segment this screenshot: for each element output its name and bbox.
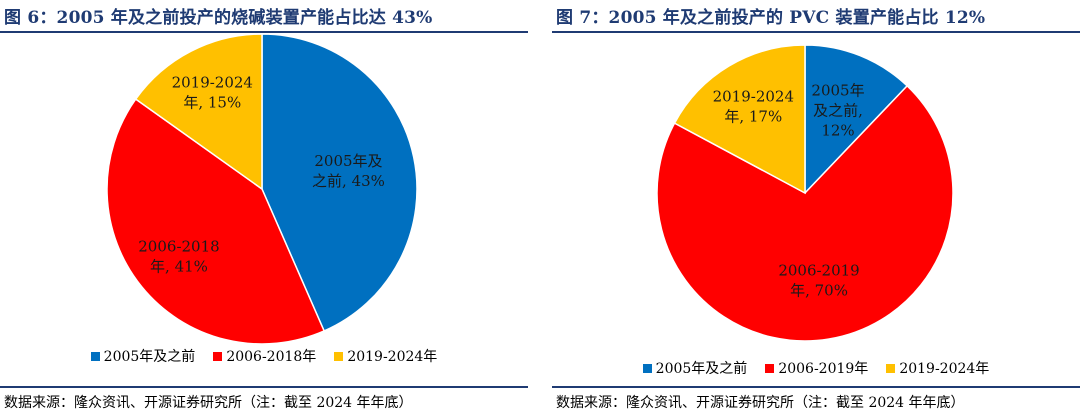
legend-swatch [642, 363, 652, 373]
figure-6-title: 图 6：2005 年及之前投产的烧碱装置产能占比达 43% [4, 8, 433, 28]
legend-swatch [886, 363, 896, 373]
data-label-2005: 2005年及之前, 12% [811, 82, 864, 140]
title-rule [552, 31, 1080, 33]
legend-label: 2006-2019年 [778, 361, 869, 377]
data-label-2019-2024: 2019-2024 年, 17% [713, 88, 794, 126]
legend-swatch [213, 351, 223, 361]
data-label-2005: 2005年及之前, 43% [312, 152, 385, 190]
figure-6-panel: 图 6：2005 年及之前投产的烧碱装置产能占比达 43% 2005年及之前, … [0, 0, 528, 416]
legend-label: 2005年及之前 [103, 349, 196, 365]
legend-swatch [334, 351, 344, 361]
legend-item-2019-2024: 2019-2024年 [886, 358, 989, 378]
pie-slice-2005 [261, 33, 418, 332]
figure-7-title: 图 7：2005 年及之前投产的 PVC 装置产能占比 12% [556, 8, 986, 28]
legend-item-2006-2018: 2006-2018年 [213, 346, 316, 366]
legend-item-2005: 2005年及之前 [90, 346, 196, 366]
legend-item-2005: 2005年及之前 [642, 358, 748, 378]
data-label-2019-2024: 2019-2024 年, 15% [172, 74, 253, 112]
legend-label: 2005年及之前 [655, 361, 748, 377]
legend-item-2006-2019: 2006-2019年 [765, 358, 868, 378]
pie-slice-2019-2024 [673, 44, 806, 195]
pie-chart-figure-6: 2005年及之前, 43% 2006-2018 年, 41% 2019-2024 年, … [106, 33, 418, 345]
pie-slice-2005 [804, 44, 909, 195]
source-rule [0, 386, 528, 388]
figure-7-panel: 图 7：2005 年及之前投产的 PVC 装置产能占比 12% 2005年及之前… [552, 0, 1080, 416]
legend-swatch [90, 351, 100, 361]
pie-slice-2006-2019 [656, 84, 954, 342]
pie-slice-2006-2018 [106, 98, 326, 345]
legend-item-2019-2024: 2019-2024年 [334, 346, 437, 366]
pie-slice-2019-2024 [134, 33, 263, 191]
legend-figure-7: 2005年及之前 2006-2019年 2019-2024年 [552, 358, 1080, 378]
pie-chart-figure-7: 2005年及之前, 12% 2006-2019 年, 70% 2019-2024 年, 1… [656, 44, 954, 342]
source-rule [552, 386, 1080, 388]
title-rule [0, 31, 528, 33]
data-label-2006-2019: 2006-2019 年, 70% [778, 262, 859, 300]
legend-label: 2006-2018年 [226, 349, 317, 365]
data-label-2006-2018: 2006-2018 年, 41% [138, 237, 219, 275]
legend-label: 2019-2024年 [347, 349, 438, 365]
legend-figure-6: 2005年及之前 2006-2018年 2019-2024年 [0, 346, 528, 366]
figure-6-source: 数据来源：隆众资讯、开源证券研究所（注：截至 2024 年年底） [4, 395, 413, 411]
legend-swatch [765, 363, 775, 373]
legend-label: 2019-2024年 [899, 361, 990, 377]
figure-7-source: 数据来源：隆众资讯、开源证券研究所（注：截至 2024 年年底） [556, 395, 965, 411]
